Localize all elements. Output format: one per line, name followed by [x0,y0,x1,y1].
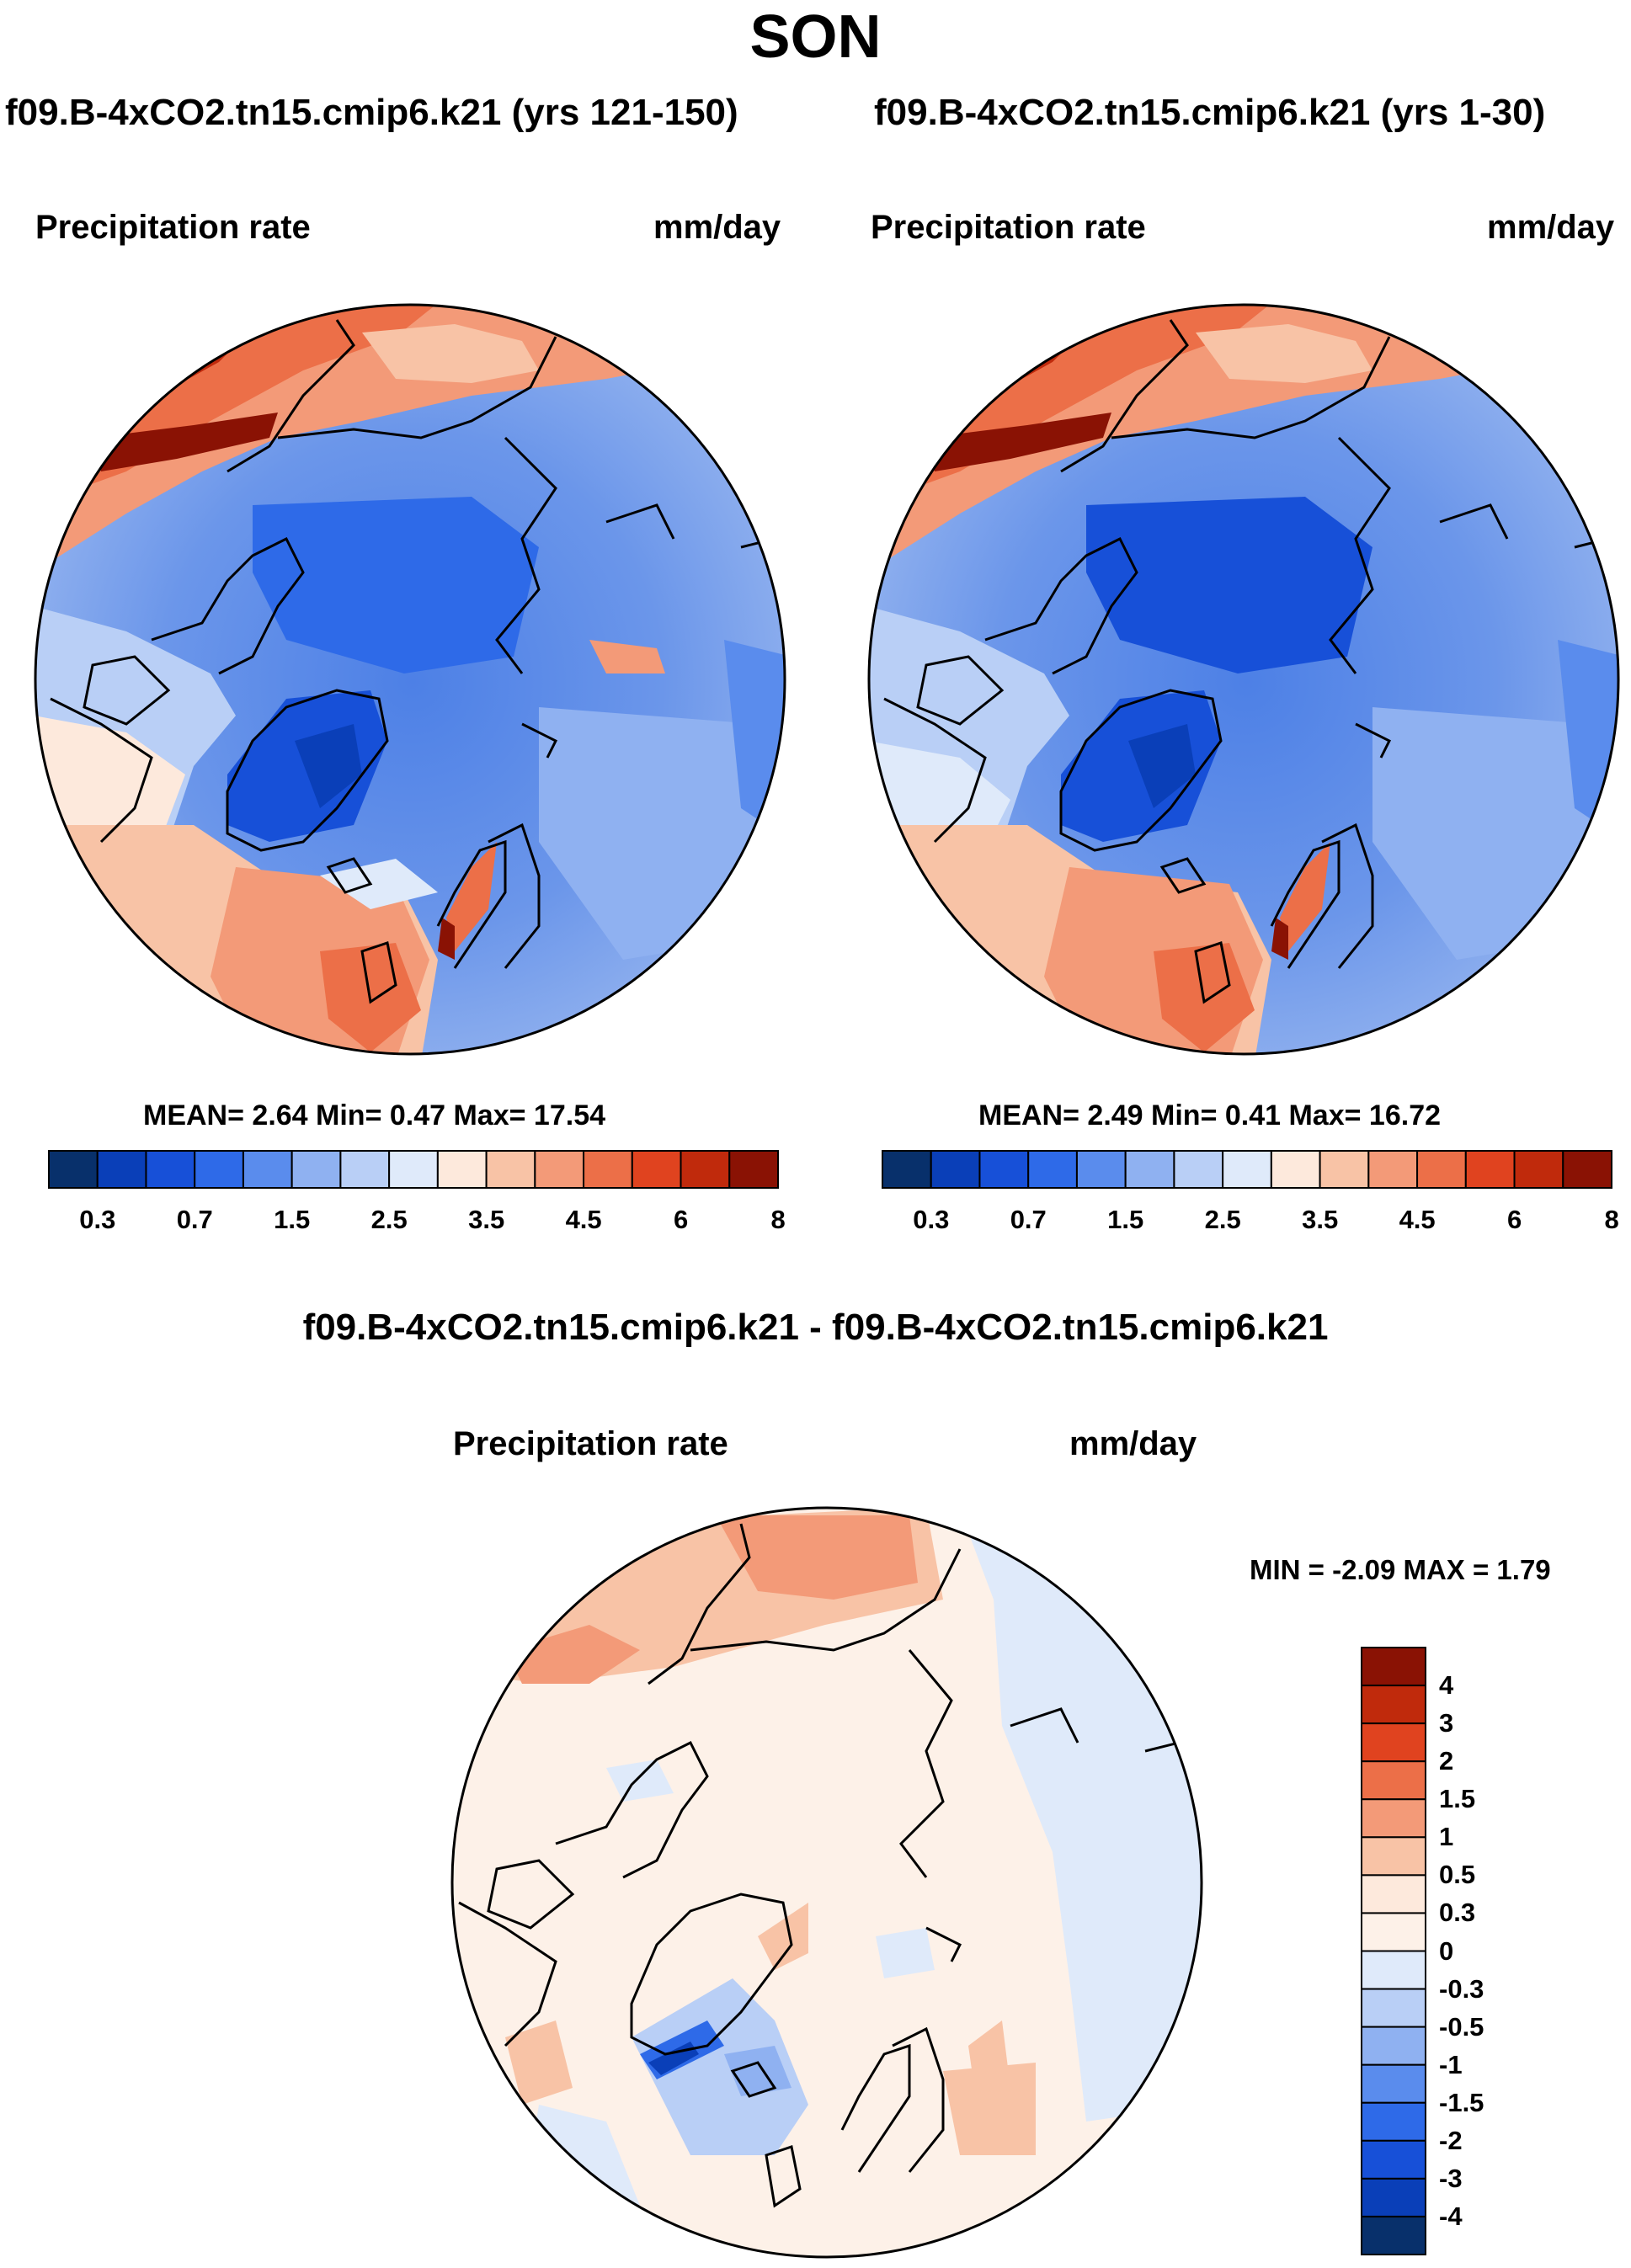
units-label-left: mm/day [653,209,781,246]
colorbar-tick-label: 0.3 [1439,1898,1476,1928]
colorbar-box [1361,2101,1426,2142]
units-label-right: mm/day [1487,209,1615,246]
colorbar-tick-label: 0.5 [1439,1860,1476,1890]
colorbar-box [1361,1836,1426,1877]
colorbar-tick-label: 2 [1439,1746,1454,1776]
colorbar-box [1367,1150,1419,1189]
colorbar-box [1361,2063,1426,2104]
colorbar-tick-label: -0.3 [1439,1973,1484,2004]
colorbar-right [882,1150,1613,1189]
colorbar-tick-label: 1.5 [1439,1784,1476,1814]
colorbar-box [1361,1685,1426,1725]
colorbar-box [930,1150,981,1189]
colorbar-box [1361,2215,1426,2255]
colorbar-box [1361,1760,1426,1801]
colorbar-box [290,1150,342,1189]
difference-title: f09.B-4xCO2.tn15.cmip6.k21 - f09.B-4xCO2… [302,1307,1329,1348]
colorbar-tick-label: 0.3 [913,1205,950,1234]
colorbar-box [1124,1150,1175,1189]
stats-right: MEAN= 2.49 Min= 0.41 Max= 16.72 [978,1099,1442,1131]
colorbar-tick-label: 1.5 [1107,1205,1144,1234]
colorbar-box [1464,1150,1516,1189]
panel-title-right: f09.B-4xCO2.tn15.cmip6.k21 (yrs 1-30) [874,92,1546,133]
colorbar-tick-label: 1.5 [274,1205,311,1234]
colorbar-tick-label: 0.7 [176,1205,213,1234]
colorbar-box [1361,1950,1426,1990]
colorbar-box [1361,1912,1426,1952]
colorbar-tick-label: 2.5 [370,1205,408,1234]
colorbar-tick-label: -3 [1439,2163,1463,2193]
colorbar-box [680,1150,731,1189]
colorbar-box [1361,1988,1426,2028]
colorbar-box [1361,1722,1426,1763]
colorbar-tick-label: 8 [770,1205,786,1234]
colorbar-tick-label: 0.3 [79,1205,116,1234]
colorbar-tick-label: 6 [1507,1205,1522,1234]
colorbar-box [1361,2177,1426,2217]
colorbar-box [583,1150,633,1189]
colorbar-tick-label: 4 [1439,1670,1454,1701]
variable-label-right: Precipitation rate [871,209,1146,246]
colorbar-box [436,1150,488,1189]
colorbar-box [194,1150,244,1189]
colorbar-tick-label: 0.7 [1010,1205,1047,1234]
colorbar-left [48,1150,779,1189]
colorbar-box [1361,1874,1426,1914]
colorbar-box [1270,1150,1321,1189]
stats-left: MEAN= 2.64 Min= 0.47 Max= 17.54 [143,1099,606,1131]
colorbar-box [1075,1150,1127,1189]
colorbar-box [1222,1150,1272,1189]
colorbar-box [534,1150,585,1189]
colorbar-tick-label: -1.5 [1439,2087,1484,2117]
colorbar-tick-label: -4 [1439,2201,1463,2231]
colorbar-box [1562,1150,1613,1189]
colorbar-box [339,1150,391,1189]
variable-label-difference: Precipitation rate [453,1425,728,1462]
colorbar-tick-label: 4.5 [565,1205,602,1234]
colorbar-tick-label: 8 [1604,1205,1619,1234]
colorbar-tick-label: 1 [1439,1822,1454,1852]
colorbar-tick-label: 3.5 [468,1205,505,1234]
units-label-difference: mm/day [1069,1425,1197,1462]
colorbar-box [1361,1647,1426,1687]
colorbar-tick-label: -0.5 [1439,2011,1484,2042]
colorbar-box [1361,2026,1426,2066]
colorbar-difference [1361,1647,1426,2255]
colorbar-tick-label: 6 [674,1205,689,1234]
colorbar-box [242,1150,293,1189]
colorbar-box [1361,1798,1426,1839]
figure-title: SON [749,3,882,71]
colorbar-box [1319,1150,1370,1189]
panel-title-left: f09.B-4xCO2.tn15.cmip6.k21 (yrs 121-150) [5,92,738,133]
colorbar-box [631,1150,682,1189]
colorbar-tick-label: 4.5 [1399,1205,1436,1234]
map-left [34,303,786,1056]
colorbar-box [96,1150,147,1189]
map-difference [450,1506,1203,2259]
colorbar-tick-label: 2.5 [1204,1205,1241,1234]
colorbar-tick-label: -1 [1439,2049,1463,2079]
colorbar-box [1173,1150,1224,1189]
colorbar-box [1416,1150,1467,1189]
variable-label-left: Precipitation rate [35,209,311,246]
colorbar-box [882,1150,932,1189]
colorbar-box [978,1150,1030,1189]
colorbar-tick-label: -2 [1439,2125,1463,2155]
colorbar-tick-label: 3 [1439,1708,1454,1738]
colorbar-box [1361,2139,1426,2180]
difference-minmax: MIN = -2.09 MAX = 1.79 [1250,1554,1551,1585]
colorbar-box [388,1150,439,1189]
colorbar-box [145,1150,196,1189]
colorbar-box [1513,1150,1564,1189]
colorbar-box [485,1150,536,1189]
colorbar-box [48,1150,99,1189]
colorbar-tick-label: 3.5 [1302,1205,1339,1234]
map-right [867,303,1620,1056]
colorbar-box [1027,1150,1078,1189]
colorbar-tick-label: 0 [1439,1935,1454,1966]
colorbar-box [728,1150,779,1189]
